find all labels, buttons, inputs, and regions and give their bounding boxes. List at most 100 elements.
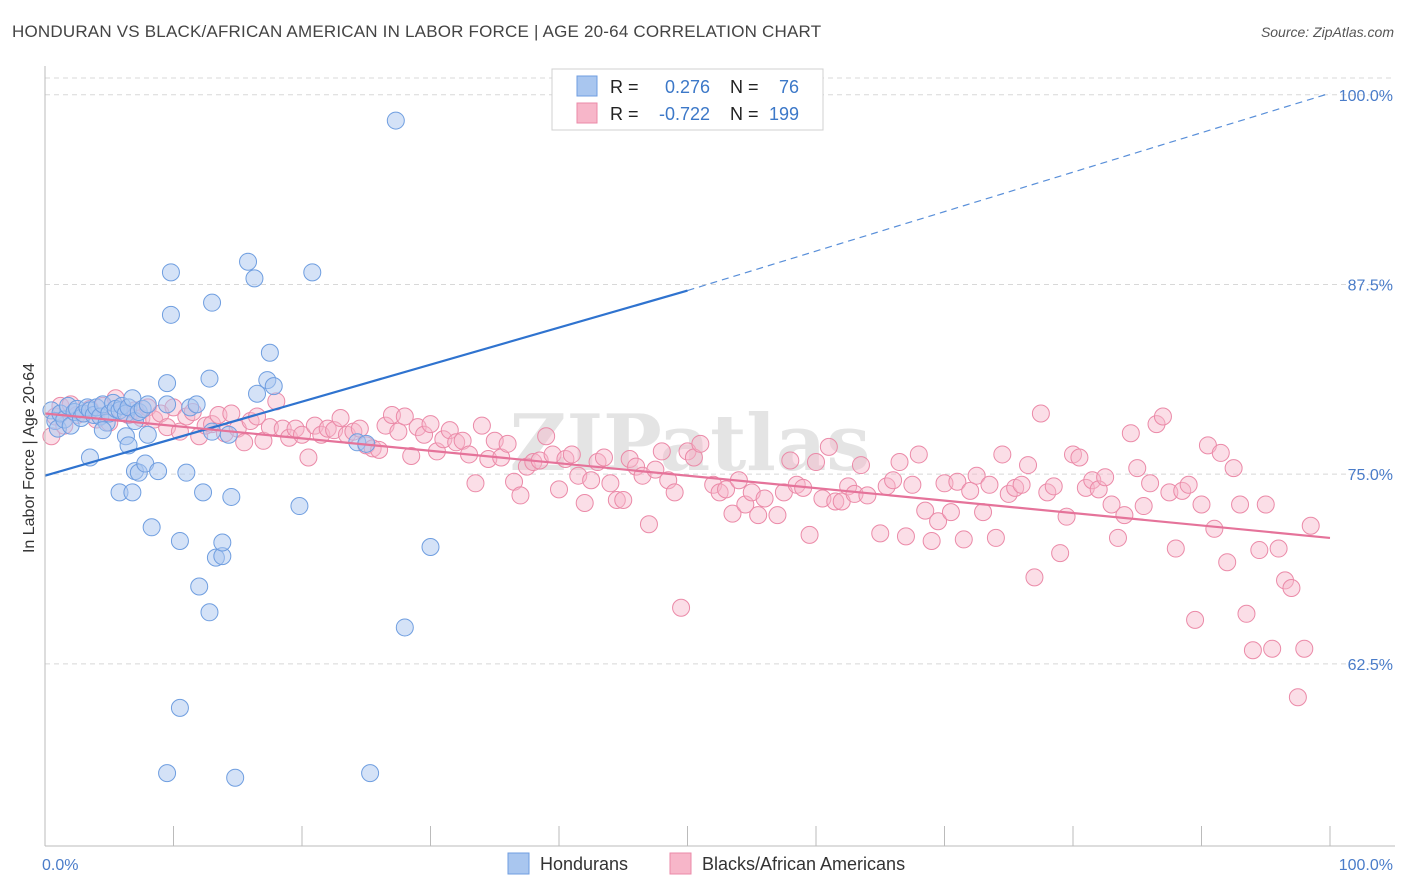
bottom-legend-swatch-pink <box>669 852 692 875</box>
blacks-point <box>871 524 890 543</box>
hondurans-point <box>213 533 232 552</box>
blacks-point <box>845 484 864 503</box>
legend-n-value-2: 199 <box>769 104 799 124</box>
blacks-point <box>1295 639 1314 658</box>
blacks-point <box>826 492 845 511</box>
y-tick-label: 75.0% <box>1348 467 1393 484</box>
hondurans-point <box>290 497 309 516</box>
y-tick-label: 62.5% <box>1348 657 1393 674</box>
blacks-point <box>1211 443 1230 462</box>
blacks-point <box>929 512 948 531</box>
blacks-point <box>1250 541 1269 560</box>
legend-swatch-pink <box>576 102 598 124</box>
legend-n-value-1: 76 <box>779 77 799 97</box>
blacks-point <box>1153 407 1172 426</box>
blacks-point <box>479 450 498 468</box>
hondurans-point <box>264 377 283 396</box>
hondurans-point <box>386 111 405 130</box>
hondurans-point <box>138 425 157 444</box>
blacks-point <box>389 422 408 441</box>
blacks-point <box>498 434 517 453</box>
blacks-point <box>582 471 601 490</box>
hondurans-point <box>245 269 264 288</box>
blacks-point <box>941 503 960 522</box>
y-tick-label: 100.0% <box>1339 88 1393 105</box>
bottom-legend-label-hondurans: Hondurans <box>540 854 628 874</box>
blacks-point <box>299 448 318 467</box>
blacks-point <box>935 474 954 493</box>
blacks-point <box>402 446 421 465</box>
axes: 62.5% 75.0% 87.5% 100.0% 0.0% 100.0% <box>42 66 1395 874</box>
blacks-point <box>575 494 594 513</box>
blacks-point <box>1231 495 1250 514</box>
blacks-point <box>537 427 556 446</box>
blacks-point <box>1205 519 1224 538</box>
blacks-point <box>594 448 613 467</box>
blacks-point <box>896 527 915 546</box>
blacks-point <box>1263 639 1282 658</box>
legend-r-label-2: R = <box>610 104 639 124</box>
blacks-point <box>749 506 768 525</box>
blacks-point <box>1141 474 1160 493</box>
gridlines <box>45 77 1395 665</box>
blacks-point <box>980 475 999 494</box>
hondurans-point <box>226 768 245 787</box>
blacks-point <box>858 486 877 505</box>
legend-n-label-1: N = <box>730 77 759 97</box>
hondurans-point <box>203 293 222 312</box>
blacks-point <box>1269 539 1288 558</box>
blacks-point <box>781 451 800 470</box>
blacks-trend-line <box>44 412 1331 540</box>
blacks-point <box>1051 544 1070 563</box>
blacks-point <box>922 531 941 550</box>
hondurans-point <box>158 395 177 414</box>
blacks-point <box>1288 688 1307 707</box>
blacks-point <box>1025 568 1044 587</box>
blacks-point <box>614 490 633 509</box>
blacks-point <box>235 433 254 452</box>
blacks-point <box>331 409 350 428</box>
blacks-point <box>466 474 485 493</box>
hondurans-point <box>260 343 279 362</box>
blacks-point <box>209 405 228 424</box>
chart-title: HONDURAN VS BLACK/AFRICAN AMERICAN IN LA… <box>12 22 822 41</box>
hondurans-point <box>361 764 380 783</box>
hondurans-point <box>303 263 322 282</box>
hondurans-point <box>123 483 142 502</box>
x-tick-label: 0.0% <box>42 857 78 874</box>
hondurans-point <box>149 462 168 481</box>
blacks-point <box>909 445 928 464</box>
blacks-point <box>607 490 626 509</box>
hondurans-point <box>248 384 267 403</box>
hondurans-point <box>138 395 157 414</box>
blacks-point <box>723 504 742 523</box>
blacks-point <box>1044 477 1063 496</box>
hondurans-point <box>194 483 213 502</box>
blacks-point <box>652 442 671 461</box>
blacks-point <box>1070 448 1089 467</box>
hondurans-point <box>142 518 161 537</box>
blacks-point <box>768 506 787 525</box>
blacks-point <box>1147 415 1166 434</box>
hondurans-point <box>93 421 112 440</box>
hondurans-point <box>170 531 189 550</box>
blacks-point <box>1224 459 1243 478</box>
trend-lines <box>44 92 1331 540</box>
bottom-legend-swatch-blue <box>507 852 530 875</box>
blacks-point <box>1237 604 1256 623</box>
blacks-point <box>550 480 568 499</box>
blacks-point <box>1076 478 1095 497</box>
blacks-point <box>318 419 337 438</box>
blacks-point <box>717 480 736 499</box>
blacks-point <box>1108 528 1127 547</box>
blacks-point <box>1031 404 1050 423</box>
legend-r-label-1: R = <box>610 77 639 97</box>
blacks-point <box>1282 579 1301 597</box>
legend-n-label-2: N = <box>730 104 759 124</box>
blacks-point <box>903 475 922 494</box>
blacks-point <box>819 437 838 456</box>
legend-r-value-2: -0.722 <box>659 104 710 124</box>
blacks-point <box>511 486 530 505</box>
y-axis-title: In Labor Force | Age 20-64 <box>21 363 38 553</box>
